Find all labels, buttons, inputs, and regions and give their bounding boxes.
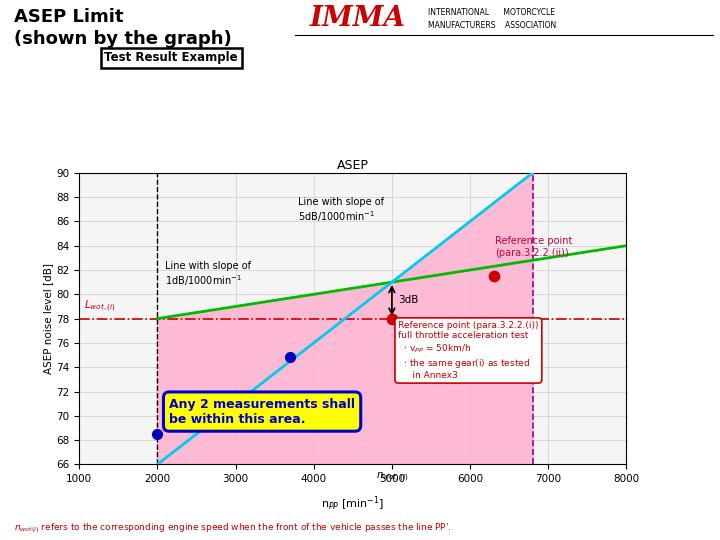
Text: $n_{wot(i)}$ refers to the corresponding engine speed when the front of the vehi: $n_{wot(i)}$ refers to the corresponding… [14, 521, 452, 535]
Text: Reference point (para.3.2.2.(i))
full throttle acceleration test
  $\cdot$ v$_{P: Reference point (para.3.2.2.(i)) full th… [398, 321, 539, 380]
Title: ASEP: ASEP [337, 159, 369, 172]
Text: INTERNATIONAL      MOTORCYCLE
MANUFACTURERS    ASSOCIATION: INTERNATIONAL MOTORCYCLE MANUFACTURERS A… [428, 8, 557, 30]
Text: $n_{wot, (i)}$: $n_{wot, (i)}$ [376, 470, 408, 484]
Text: IMMA: IMMA [310, 5, 405, 32]
Text: ASEP Limit
(shown by the graph): ASEP Limit (shown by the graph) [14, 8, 232, 48]
Text: 3dB: 3dB [398, 295, 418, 306]
Text: $L_{wot, (i)}$: $L_{wot, (i)}$ [84, 299, 116, 314]
Text: Any 2 measurements shall
be within this area.: Any 2 measurements shall be within this … [169, 397, 355, 426]
Y-axis label: ASEP noise level [dB]: ASEP noise level [dB] [43, 263, 53, 374]
Text: Line with slope of
1dB/1000min$^{-1}$: Line with slope of 1dB/1000min$^{-1}$ [165, 261, 251, 288]
Point [487, 272, 499, 280]
Polygon shape [392, 173, 533, 282]
Text: Reference point
(para.3.2.2.(ii)): Reference point (para.3.2.2.(ii)) [495, 236, 572, 258]
Polygon shape [158, 260, 533, 464]
Text: Line with slope of
5dB/1000min$^{-1}$: Line with slope of 5dB/1000min$^{-1}$ [298, 197, 384, 224]
Point [284, 353, 296, 362]
Point [152, 430, 163, 438]
Text: Test Result Example: Test Result Example [104, 51, 238, 64]
Text: n$_{PP}$ [min$^{-1}$]: n$_{PP}$ [min$^{-1}$] [321, 495, 384, 513]
Point [386, 314, 397, 323]
